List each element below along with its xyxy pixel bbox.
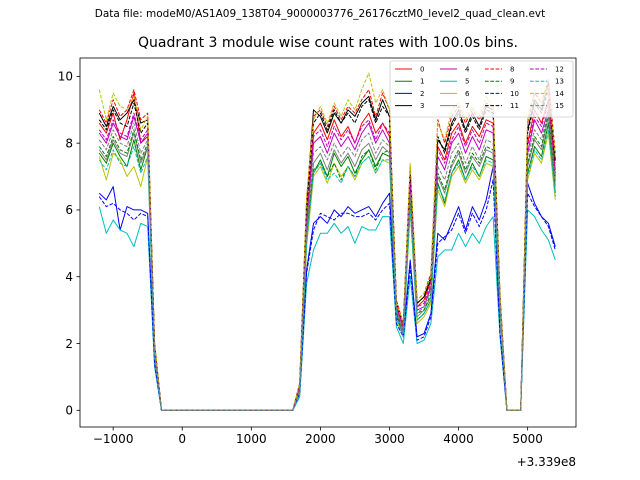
legend-label: 10 (510, 90, 519, 98)
x-tick-label: 5000 (512, 432, 543, 446)
legend-label: 5 (465, 78, 469, 86)
series-line-7 (98, 115, 556, 411)
legend-label: 9 (510, 78, 514, 86)
legend-item-14: 14 (530, 90, 564, 98)
legend-label: 3 (420, 102, 424, 110)
y-tick-label: 6 (65, 203, 73, 217)
legend-label: 4 (465, 66, 470, 74)
series-line-2 (98, 166, 556, 411)
series-line-0 (98, 92, 556, 411)
legend-label: 2 (420, 90, 424, 98)
x-tick-label: 4000 (443, 432, 474, 446)
legend-label: 7 (465, 102, 469, 110)
legend-label: 6 (465, 90, 470, 98)
legend-label: 12 (555, 66, 564, 74)
legend-item-8: 8 (485, 66, 514, 74)
legend-item-0: 0 (395, 66, 424, 74)
legend-item-10: 10 (485, 90, 519, 98)
x-tick-label: 1000 (236, 432, 267, 446)
series-line-15 (98, 109, 556, 411)
x-tick-label: 0 (178, 432, 186, 446)
legend-item-1: 1 (395, 78, 424, 86)
legend-item-9: 9 (485, 78, 514, 86)
x-tick-label: 3000 (374, 432, 405, 446)
x-tick-label: −1000 (93, 432, 134, 446)
series-line-12 (98, 102, 556, 411)
series-line-3 (98, 82, 556, 411)
y-tick-label: 0 (65, 404, 73, 418)
series-line-11 (98, 89, 556, 411)
legend-label: 13 (555, 78, 564, 86)
y-tick-label: 2 (65, 337, 73, 351)
legend-item-6: 6 (440, 90, 470, 98)
legend-item-3: 3 (395, 102, 424, 110)
series-line-5 (98, 206, 556, 411)
figure-suptitle: Data file: modeM0/AS1A09_138T04_90000037… (94, 8, 546, 20)
series-line-9 (98, 112, 556, 411)
chart-title: Quadrant 3 module wise count rates with … (138, 35, 518, 51)
series-line-1 (98, 122, 556, 411)
legend-item-7: 7 (440, 102, 469, 110)
legend-box (389, 60, 574, 118)
legend-label: 15 (555, 102, 564, 110)
legend-item-15: 15 (530, 102, 564, 110)
y-tick-label: 8 (65, 136, 73, 150)
legend-label: 11 (510, 102, 519, 110)
series-line-4 (98, 109, 556, 411)
legend-item-2: 2 (395, 90, 424, 98)
plot-frame (79, 57, 577, 428)
x-axis-offset-label: +3.339e8 (517, 455, 576, 469)
x-tick-label: 2000 (305, 432, 336, 446)
legend-label: 0 (420, 66, 424, 74)
series-line-13 (98, 129, 556, 411)
y-tick-label: 4 (65, 270, 73, 284)
legend-label: 14 (555, 90, 564, 98)
legend-item-4: 4 (440, 66, 470, 74)
series-line-10 (98, 179, 556, 411)
y-tick-label: 10 (58, 70, 73, 84)
legend-label: 1 (420, 78, 424, 86)
legend-item-13: 13 (530, 78, 564, 86)
legend-item-5: 5 (440, 78, 469, 86)
legend-label: 8 (510, 66, 514, 74)
series-layer (98, 72, 556, 411)
legend-item-11: 11 (485, 102, 519, 110)
series-line-6 (98, 132, 556, 411)
legend-item-12: 12 (530, 66, 564, 74)
